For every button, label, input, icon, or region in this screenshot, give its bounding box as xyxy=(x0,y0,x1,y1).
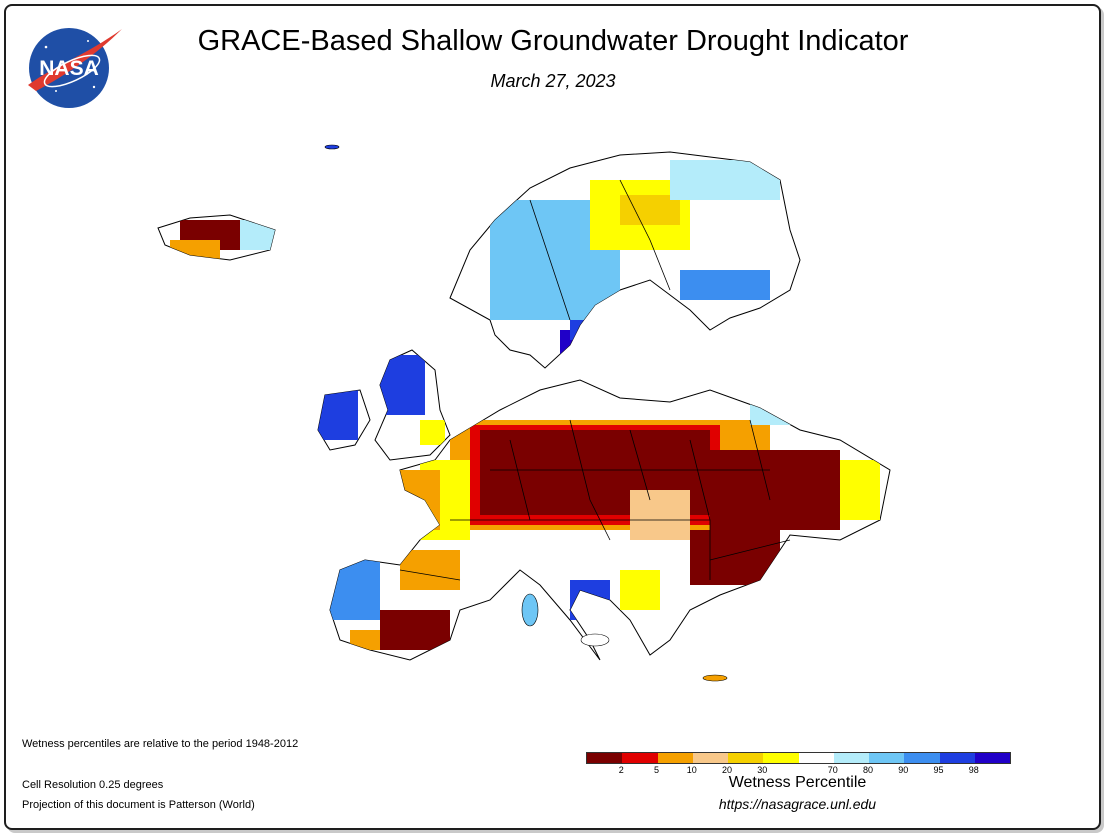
legend-colorbar xyxy=(586,752,1011,764)
legend-swatch xyxy=(798,753,834,763)
legend-label: Wetness Percentile xyxy=(728,774,867,791)
legend-tick-label: 30 xyxy=(757,765,768,775)
country-borders xyxy=(399,179,791,581)
legend-swatch xyxy=(587,753,623,763)
chart-date: March 27, 2023 xyxy=(490,71,616,91)
nasa-logo: NASA xyxy=(28,28,122,108)
legend-swatch xyxy=(622,753,658,763)
legend-tick-label: 80 xyxy=(862,765,874,775)
legend: 2 5 10 20 30 70 80 90 95 98 Wetness Percentile ht… xyxy=(586,752,1011,812)
legend-swatch xyxy=(692,753,728,763)
source-url: https://nasagrace.unl.edu xyxy=(718,796,877,812)
legend-swatch xyxy=(728,753,764,763)
legend-tick-label: 95 xyxy=(933,765,944,775)
chart-title: GRACE-Based Shallow Groundwater Drought … xyxy=(197,25,909,57)
legend-swatch xyxy=(869,753,905,763)
legend-tick-label: 10 xyxy=(686,765,697,775)
legend-tick-label: 20 xyxy=(721,765,733,775)
legend-swatch xyxy=(939,753,975,763)
resolution-note: Cell Resolution 0.25 degrees xyxy=(22,779,164,791)
legend-swatch xyxy=(974,753,1010,763)
percentile-overlay xyxy=(170,160,880,650)
period-note: Wetness percentiles are relative to the … xyxy=(22,738,299,750)
legend-swatch xyxy=(763,753,799,763)
nasa-wordmark: NASA xyxy=(39,57,99,80)
legend-tick-label: 2 xyxy=(618,765,624,775)
legend-swatch xyxy=(904,753,940,763)
legend-tick-label: 5 xyxy=(653,765,660,775)
nasa-swoosh-icon xyxy=(28,29,122,91)
legend-swatch xyxy=(833,753,869,763)
legend-tick-label: 90 xyxy=(898,765,909,775)
legend-swatch xyxy=(657,753,693,763)
legend-tick-label: 70 xyxy=(827,765,838,775)
europe-map xyxy=(157,144,891,682)
legend-tick-label: 98 xyxy=(968,765,979,775)
projection-note: Projection of this document is Patterson… xyxy=(22,799,255,811)
